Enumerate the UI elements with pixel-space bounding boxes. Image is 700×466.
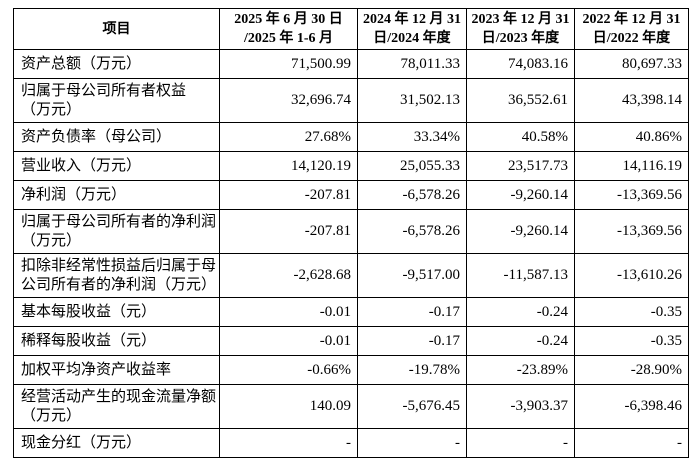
cell-value: 14,120.19 xyxy=(219,151,358,181)
cell-value: -13,369.56 xyxy=(574,209,689,254)
table-row-debt-ratio: 资产负债率（母公司） 27.68% 33.34% 40.58% 40.86% xyxy=(13,122,689,152)
header-row: 项目 2025 年 6 月 30 日 /2025 年 1-6 月 2024 年 … xyxy=(13,8,689,50)
cell-value: -0.66% xyxy=(219,355,358,385)
cell-value: -2,628.68 xyxy=(219,253,358,298)
table-row-weighted-roe: 加权平均净资产收益率 -0.66% -19.78% -23.89% -28.90… xyxy=(13,355,689,385)
cell-value: -9,517.00 xyxy=(357,253,467,298)
cell-value: -0.24 xyxy=(466,297,575,327)
cell-value: 14,116.19 xyxy=(574,151,689,181)
cell-value: -6,398.46 xyxy=(574,384,689,429)
cell-value: -0.17 xyxy=(357,297,467,327)
cell-value: -19.78% xyxy=(357,355,467,385)
cell-value: 25,055.33 xyxy=(357,151,467,181)
cell-value: -9,260.14 xyxy=(466,180,575,210)
cell-value: -207.81 xyxy=(219,180,358,210)
row-label: 营业收入（万元） xyxy=(13,151,220,181)
cell-value: 33.34% xyxy=(357,122,467,152)
header-cell-period-2024: 2024 年 12 月 31 日/2024 年度 xyxy=(357,8,467,50)
cell-value: 140.09 xyxy=(219,384,358,429)
cell-value: 78,011.33 xyxy=(357,49,467,79)
header-cell-period-2025: 2025 年 6 月 30 日 /2025 年 1-6 月 xyxy=(219,8,358,50)
cell-value: 32,696.74 xyxy=(219,78,358,123)
header-cell-period-2022: 2022 年 12 月 31 日/2022 年度 xyxy=(574,8,689,50)
cell-value: 43,398.14 xyxy=(574,78,689,123)
row-label: 资产总额（万元） xyxy=(13,49,220,79)
cell-value: -23.89% xyxy=(466,355,575,385)
cell-value: - xyxy=(357,428,467,458)
cell-value: - xyxy=(574,428,689,458)
cell-value: -13,369.56 xyxy=(574,180,689,210)
cell-value: -0.01 xyxy=(219,326,358,356)
cell-value: -6,578.26 xyxy=(357,180,467,210)
cell-value: 74,083.16 xyxy=(466,49,575,79)
table-row-basic-eps: 基本每股收益（元） -0.01 -0.17 -0.24 -0.35 xyxy=(13,297,689,327)
row-label: 稀释每股收益（元） xyxy=(13,326,220,356)
cell-value: 40.86% xyxy=(574,122,689,152)
cell-value: -3,903.37 xyxy=(466,384,575,429)
row-label: 加权平均净资产收益率 xyxy=(13,355,220,385)
financial-summary-table-container: 项目 2025 年 6 月 30 日 /2025 年 1-6 月 2024 年 … xyxy=(13,8,689,458)
cell-value: 31,502.13 xyxy=(357,78,467,123)
header-cell-item: 项目 xyxy=(13,8,220,50)
cell-value: 80,697.33 xyxy=(574,49,689,79)
header-cell-period-2023: 2023 年 12 月 31 日/2023 年度 xyxy=(466,8,575,50)
row-label: 净利润（万元） xyxy=(13,180,220,210)
table-row-revenue: 营业收入（万元） 14,120.19 25,055.33 23,517.73 1… xyxy=(13,151,689,181)
cell-value: 40.58% xyxy=(466,122,575,152)
cell-value: -13,610.26 xyxy=(574,253,689,298)
cell-value: -28.90% xyxy=(574,355,689,385)
table-row-parent-equity: 归属于母公司所有者权益 （万元） 32,696.74 31,502.13 36,… xyxy=(13,78,689,123)
cell-value: - xyxy=(466,428,575,458)
cell-value: 36,552.61 xyxy=(466,78,575,123)
row-label: 经营活动产生的现金流量净额 （万元） xyxy=(13,384,220,429)
row-label: 扣除非经常性损益后归属于母 公司所有者的净利润（万元） xyxy=(13,253,220,298)
cell-value: -0.24 xyxy=(466,326,575,356)
table-row-deducted-net-profit: 扣除非经常性损益后归属于母 公司所有者的净利润（万元） -2,628.68 -9… xyxy=(13,253,689,298)
table-row-diluted-eps: 稀释每股收益（元） -0.01 -0.17 -0.24 -0.35 xyxy=(13,326,689,356)
cell-value: 23,517.73 xyxy=(466,151,575,181)
financial-summary-table: 项目 2025 年 6 月 30 日 /2025 年 1-6 月 2024 年 … xyxy=(13,8,689,458)
table-row-total-assets: 资产总额（万元） 71,500.99 78,011.33 74,083.16 8… xyxy=(13,49,689,79)
cell-value: -0.01 xyxy=(219,297,358,327)
table-row-operating-cash-flow: 经营活动产生的现金流量净额 （万元） 140.09 -5,676.45 -3,9… xyxy=(13,384,689,429)
row-label: 归属于母公司所有者的净利润 （万元） xyxy=(13,209,220,254)
cell-value: -207.81 xyxy=(219,209,358,254)
table-row-parent-net-profit: 归属于母公司所有者的净利润 （万元） -207.81 -6,578.26 -9,… xyxy=(13,209,689,254)
cell-value: 27.68% xyxy=(219,122,358,152)
cell-value: -5,676.45 xyxy=(357,384,467,429)
cell-value: -11,587.13 xyxy=(466,253,575,298)
table-row-net-profit: 净利润（万元） -207.81 -6,578.26 -9,260.14 -13,… xyxy=(13,180,689,210)
cell-value: -9,260.14 xyxy=(466,209,575,254)
cell-value: - xyxy=(219,428,358,458)
cell-value: -0.17 xyxy=(357,326,467,356)
row-label: 资产负债率（母公司） xyxy=(13,122,220,152)
row-label: 基本每股收益（元） xyxy=(13,297,220,327)
row-label: 现金分红（万元） xyxy=(13,428,220,458)
cell-value: -0.35 xyxy=(574,297,689,327)
cell-value: -6,578.26 xyxy=(357,209,467,254)
cell-value: 71,500.99 xyxy=(219,49,358,79)
table-row-cash-dividend: 现金分红（万元） - - - - xyxy=(13,428,689,458)
row-label: 归属于母公司所有者权益 （万元） xyxy=(13,78,220,123)
cell-value: -0.35 xyxy=(574,326,689,356)
